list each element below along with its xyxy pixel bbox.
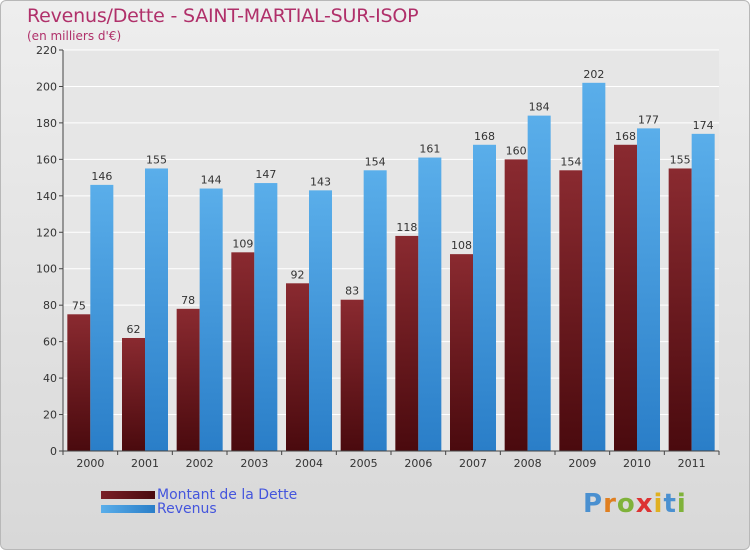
plot-area (63, 50, 719, 451)
bar-revenus (309, 190, 332, 451)
bar-debt (122, 337, 145, 451)
bar-revenus (527, 115, 551, 452)
x-tick-label: 2011 (678, 457, 706, 470)
data-label: 62 (127, 323, 141, 336)
bar-revenus (363, 170, 387, 452)
bar-revenus (145, 168, 168, 451)
data-label: 108 (451, 239, 472, 252)
data-label: 168 (474, 130, 495, 143)
data-label: 146 (91, 170, 112, 183)
logo-letter: i (653, 489, 664, 519)
bar-revenus (199, 188, 223, 451)
y-tick-label: 180 (36, 117, 57, 130)
bar-debt (614, 144, 637, 452)
data-label: 174 (693, 119, 714, 132)
data-label: 78 (181, 294, 195, 307)
y-tick-label: 200 (36, 80, 57, 93)
chart-subtitle: (en milliers d'€) (27, 29, 122, 43)
bar-debt (450, 254, 473, 451)
data-label: 155 (146, 153, 167, 166)
bar-debt (504, 159, 528, 451)
data-label: 118 (396, 221, 417, 234)
legend-swatch-revenus (101, 505, 155, 513)
logo-letter: t (663, 489, 677, 519)
logo-letter: P (583, 489, 604, 519)
x-tick-label: 2001 (131, 457, 159, 470)
chart-title: Revenus/Dette - SAINT-MARTIAL-SUR-ISOP (27, 5, 419, 27)
bar-debt (340, 299, 364, 451)
y-tick-label: 160 (36, 153, 57, 166)
x-tick-label: 2007 (459, 457, 487, 470)
x-tick-label: 2002 (186, 457, 214, 470)
bar-debt (668, 168, 692, 451)
bar-debt (286, 283, 309, 451)
proxiti-logo: Proxiti (583, 489, 687, 519)
bar-revenus (254, 183, 278, 452)
data-label: 160 (506, 144, 527, 157)
y-tick-label: 100 (36, 263, 57, 276)
y-tick-label: 60 (43, 336, 57, 349)
bar-debt (67, 314, 91, 451)
y-tick-label: 80 (43, 299, 57, 312)
legend-swatch-debt (101, 491, 155, 499)
data-label: 202 (583, 68, 604, 81)
data-label: 154 (560, 155, 581, 168)
bar-revenus (691, 133, 715, 451)
bar-debt (231, 252, 255, 451)
bar-debt (395, 235, 419, 451)
data-label: 177 (638, 113, 659, 126)
x-tick-label: 2009 (568, 457, 596, 470)
bar-revenus (473, 144, 496, 452)
data-label: 144 (201, 174, 222, 187)
data-label: 184 (529, 101, 550, 114)
y-tick-label: 140 (36, 190, 57, 203)
logo-letter: x (635, 489, 654, 519)
y-tick-label: 20 (43, 409, 57, 422)
x-tick-label: 2003 (240, 457, 268, 470)
bar-revenus (90, 184, 114, 451)
data-label: 143 (310, 175, 331, 188)
x-tick-label: 2004 (295, 457, 323, 470)
legend-label-revenus: Revenus (157, 501, 217, 517)
y-tick-label: 120 (36, 226, 57, 239)
data-label: 161 (419, 143, 440, 156)
x-tick-label: 2010 (623, 457, 651, 470)
data-label: 154 (365, 155, 386, 168)
data-label: 147 (255, 168, 276, 181)
data-label: 92 (291, 268, 305, 281)
bar-debt (559, 170, 583, 452)
legend-label-debt: Montant de la Dette (157, 487, 298, 503)
logo-letter: o (616, 489, 636, 519)
bar-revenus (637, 128, 660, 452)
bar-revenus (582, 82, 606, 452)
y-tick-label: 40 (43, 372, 57, 385)
x-tick-label: 2000 (76, 457, 104, 470)
data-label: 155 (670, 153, 691, 166)
x-tick-label: 2005 (350, 457, 378, 470)
y-tick-label: 0 (50, 445, 57, 458)
bar-debt (176, 308, 200, 451)
data-label: 109 (232, 237, 253, 250)
bar-revenus (418, 157, 442, 452)
y-tick-label: 220 (36, 44, 57, 57)
data-label: 168 (615, 130, 636, 143)
logo-letter: i (676, 489, 687, 519)
data-label: 83 (345, 285, 359, 298)
logo-letter: r (603, 489, 617, 519)
x-tick-label: 2006 (404, 457, 432, 470)
x-tick-label: 2008 (514, 457, 542, 470)
data-label: 75 (72, 299, 86, 312)
